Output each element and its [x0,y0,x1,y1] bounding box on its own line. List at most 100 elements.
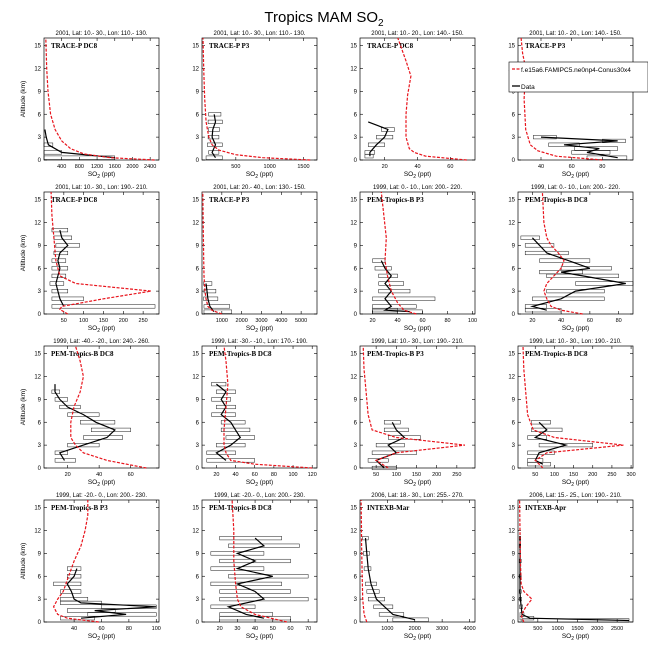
y-tick-label: 0 [512,312,516,318]
data-range-bar [574,146,618,151]
x-axis-label-unit: (ppt) [416,325,431,332]
model-series-line [70,345,147,469]
x-tick-label: 40 [414,164,420,170]
y-tick-label: 15 [192,506,199,512]
panel-header: 2001, Lat: 10.- 30., Lon: 110.- 130. [56,31,148,37]
panel-frame [359,499,476,623]
x-axis-label-main: SO [404,479,413,486]
legend-box [508,61,648,93]
panel-header: 1999, Lat: -20.- 0., Lon: 200.- 230. [214,493,305,499]
x-axis-label: SO2 (ppt) [562,325,589,334]
y-axis-label: Altitude (km) [20,235,27,271]
panel-13: 1999, Lat: -20.- 0., Lon: 200.- 230. 0 3 6 9… [20,493,161,642]
model-series-line [45,37,155,161]
legend: f.e15a6.FAMIPC5.ne0np4-Conus30x4 Data [508,61,648,93]
panel-header: 1999, Lat: -40.- -20., Lon: 240.- 260. [53,339,150,345]
panel-label: PEM-Tropics-B DC8 [209,504,272,512]
data-series-line [44,129,115,159]
panel-11: 1999, Lat: 10.- 30., Lon: 190.- 210. 0 3 6 9… [350,339,476,488]
x-axis-label: SO2 (ppt) [88,171,115,180]
x-tick-label: 60 [569,164,575,170]
y-tick-label: 0 [38,466,42,472]
x-tick-label: 2500 [611,626,623,632]
data-range-bar [219,612,273,617]
panel-frame [517,345,634,469]
x-tick-label: 40 [394,318,400,324]
panel-2: 2001, Lat: 10.- 30., Lon: 110.- 130. 0 3 6 9… [192,31,318,180]
y-tick-label: 0 [354,158,358,164]
x-tick-label: 100 [468,318,477,324]
y-tick-label: 9 [196,397,200,403]
x-axis-label: SO2 (ppt) [88,479,115,488]
panel-header: 1999, Lat: -20.- 0., Lon: 200.- 230. [56,493,147,499]
data-range-bar [383,420,401,425]
y-tick-label: 6 [196,266,200,272]
panel-header: 2001, Lat: 10.- 30., Lon: 190.- 210. [55,185,148,191]
y-tick-label: 9 [38,397,42,403]
panel-label: TRACE-P DC8 [51,42,98,50]
panel-header: 2001, Lat: 10.- 30., Lon: 110.- 130. [214,31,306,37]
data-series-line [380,260,411,313]
x-tick-label: 250 [452,472,461,478]
data-range-bar [520,235,540,240]
x-tick-label: 1000 [216,318,228,324]
figure-title-main: Tropics MAM SO [264,9,378,26]
data-range-bar [51,258,67,263]
x-axis-label-subscript: 2 [571,174,574,180]
x-axis-label-main: SO [88,325,97,332]
x-axis-label-subscript: 2 [571,328,574,334]
x-tick-label: 300 [626,472,635,478]
data-range-bar [548,142,580,147]
x-axis-label-subscript: 2 [255,328,258,334]
x-axis-label-subscript: 2 [97,328,100,334]
x-tick-label: 80 [271,472,277,478]
data-range-bar [51,304,156,309]
x-tick-label: 2000 [126,164,138,170]
data-range-bar [371,465,397,471]
y-tick-label: 15 [34,44,41,50]
data-range-bar [203,289,217,294]
y-tick-label: 0 [196,620,200,626]
y-tick-label: 3 [512,135,516,141]
panel-16: 2006, Lat: 15.- 25., Lon: 190.- 210. 0 3 6 9… [508,493,634,642]
x-tick-label: 500 [231,164,240,170]
y-tick-label: 15 [350,44,357,50]
x-axis-label-unit: (ppt) [574,171,589,178]
model-series-line [202,191,223,315]
x-tick-label: 60 [128,472,134,478]
x-tick-label: 4000 [463,626,475,632]
y-tick-label: 0 [354,620,358,626]
x-axis-label-main: SO [562,325,571,332]
x-tick-label: 5000 [295,318,307,324]
x-axis-label-unit: (ppt) [416,479,431,486]
x-tick-label: 150 [569,472,578,478]
panel-label: TRACE-P P3 [525,42,566,50]
x-axis-label-unit: (ppt) [100,479,115,486]
panel-frame [43,345,160,469]
x-axis-label-main: SO [404,325,413,332]
x-tick-label: 3000 [436,626,448,632]
data-range-bar [208,127,220,132]
x-tick-label: 80 [444,318,450,324]
y-tick-label: 9 [354,243,358,249]
y-tick-label: 0 [196,312,200,318]
x-tick-label: 150 [99,318,108,324]
y-tick-label: 9 [354,89,358,95]
panel-frame [201,499,318,623]
data-range-bar [53,250,69,256]
legend-data-label: Data [521,84,535,91]
data-range-bar [364,154,374,159]
x-tick-label: 100 [152,626,161,632]
panel-6: 2001, Lat: 20.- 40., Lon: 130.- 150. 0 3 6 9… [192,185,318,334]
panel-label: PEM-Tropics-B P3 [367,350,424,358]
data-range-bar [53,581,82,586]
panel-label: PEM-Tropics-B DC8 [525,196,588,204]
panel-header: 1999, Lat: 10.- 30., Lon: 190.- 210. [529,339,622,345]
panel-label: PEM-Tropics-B DC8 [51,350,114,358]
x-tick-label: 2000 [409,626,421,632]
data-range-bar [374,266,392,271]
x-tick-label: 2000 [591,626,603,632]
data-range-bar [219,536,282,541]
x-tick-label: 40 [252,626,258,632]
